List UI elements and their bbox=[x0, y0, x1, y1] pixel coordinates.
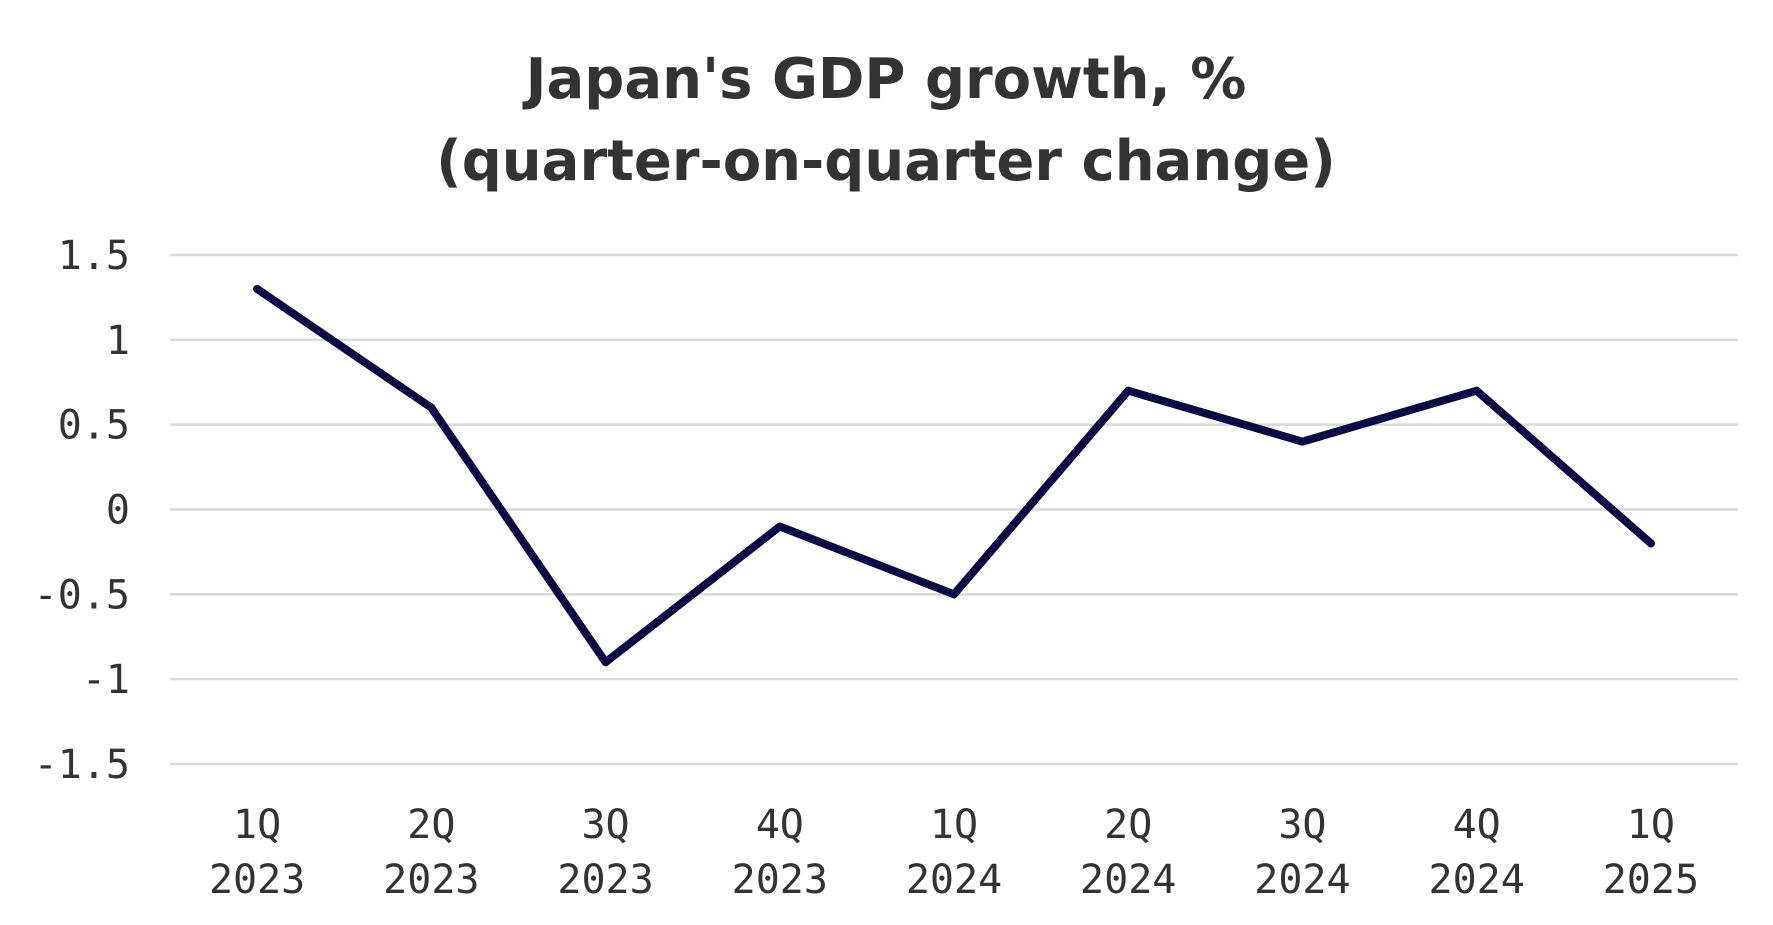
x-tick-label: 2024 bbox=[1429, 857, 1525, 903]
y-tick-label: 1.5 bbox=[58, 233, 130, 279]
x-tick-label: 2024 bbox=[906, 857, 1002, 903]
x-tick-label: 2025 bbox=[1603, 857, 1699, 903]
x-tick-label: 2Q bbox=[407, 802, 455, 848]
x-tick-label: 2023 bbox=[557, 857, 653, 903]
data-point bbox=[1646, 539, 1655, 548]
x-tick-label: 2024 bbox=[1080, 857, 1176, 903]
y-tick-label: 0.5 bbox=[58, 403, 130, 449]
x-tick-label: 2Q bbox=[1104, 802, 1152, 848]
data-point bbox=[950, 590, 958, 599]
x-tick-label: 4Q bbox=[756, 802, 804, 848]
data-point bbox=[775, 522, 784, 531]
y-tick-label: -0.5 bbox=[34, 572, 130, 618]
data-point bbox=[427, 403, 436, 412]
x-tick-label: 2024 bbox=[1254, 857, 1350, 903]
y-axis-tick-labels: 1.5 1 0.5 0 -0.5 -1 -1.5 bbox=[34, 233, 130, 788]
x-tick-label: 2023 bbox=[383, 857, 479, 903]
x-tick-label: 4Q bbox=[1453, 802, 1501, 848]
chart-title-line-2: (quarter-on-quarter change) bbox=[436, 129, 1336, 194]
data-point bbox=[1298, 437, 1307, 446]
x-tick-label: 2023 bbox=[732, 857, 828, 903]
y-tick-label: 1 bbox=[106, 318, 130, 364]
x-tick-label: 3Q bbox=[1278, 802, 1326, 848]
x-tick-label: 3Q bbox=[581, 802, 629, 848]
x-tick-label: 1Q bbox=[233, 802, 281, 848]
y-tick-label: -1.5 bbox=[34, 742, 130, 788]
data-point bbox=[1124, 386, 1133, 395]
x-tick-label: 1Q bbox=[1627, 802, 1675, 848]
gridlines bbox=[170, 253, 1738, 766]
data-point bbox=[601, 658, 610, 667]
y-tick-label: -1 bbox=[82, 657, 130, 703]
x-tick-label: 2023 bbox=[209, 857, 305, 903]
series-line bbox=[253, 284, 1655, 667]
data-point bbox=[1472, 386, 1481, 395]
x-tick-label: 1Q bbox=[930, 802, 978, 848]
series-group bbox=[253, 284, 1655, 667]
y-tick-label: 0 bbox=[106, 488, 130, 534]
data-point bbox=[253, 284, 262, 293]
chart-title-line-1: Japan's GDP growth, % bbox=[522, 47, 1247, 112]
x-axis-tick-labels: 1Q 2023 2Q 2023 3Q 2023 4Q 2023 1Q 2024 2Q 2024 3Q 20… bbox=[209, 802, 1699, 903]
